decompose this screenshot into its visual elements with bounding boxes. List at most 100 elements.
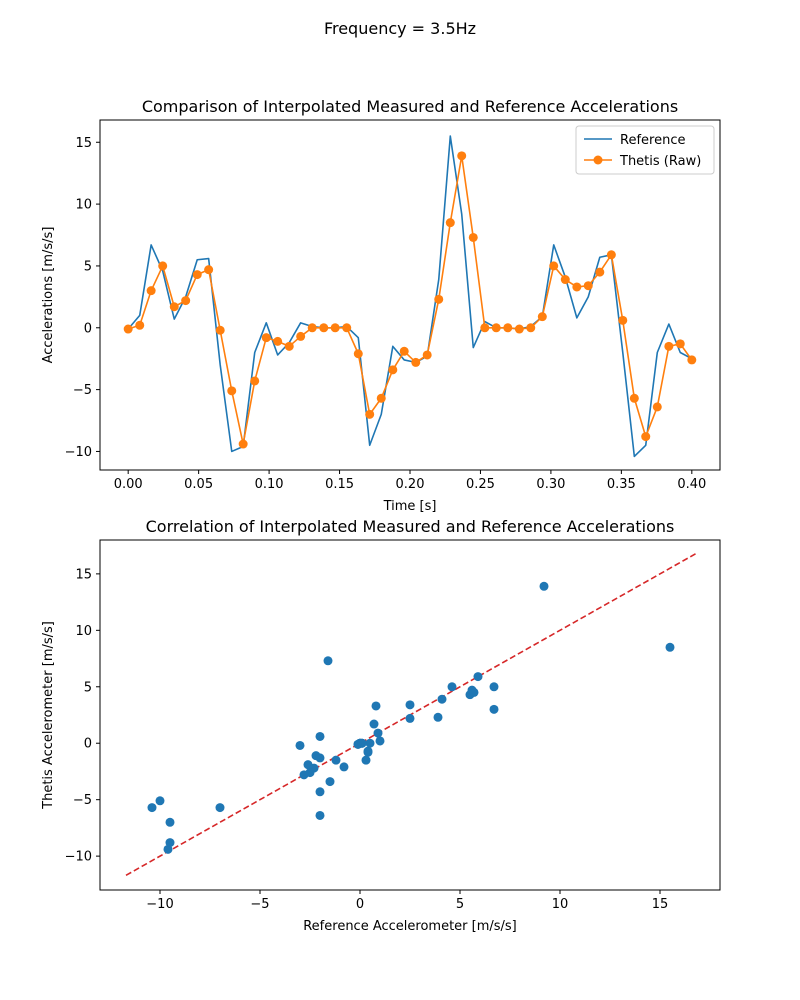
scatter-point [371, 701, 381, 711]
thetis-data-point [503, 323, 513, 333]
thetis-data-point [376, 393, 386, 403]
thetis-data-point [227, 386, 237, 396]
thetis-data-point [284, 341, 294, 351]
x-tick-label: 0.35 [607, 477, 636, 492]
y-tick-label: 10 [75, 624, 92, 639]
scatter-point [155, 796, 165, 806]
correlation-xlabel: Reference Accelerometer [m/s/s] [303, 919, 517, 934]
scatter-point [433, 712, 443, 722]
scatter-point [405, 700, 415, 710]
thetis-data-point [399, 346, 409, 356]
y-tick-label: 15 [75, 136, 92, 151]
scatter-point [447, 682, 457, 692]
x-tick-label: 5 [456, 897, 464, 912]
thetis-data-point [307, 323, 317, 333]
scatter-point [473, 672, 483, 682]
x-tick-label: 0.30 [536, 477, 565, 492]
scatter-point [339, 762, 349, 772]
scatter-point [315, 787, 325, 797]
reference-series-line [127, 135, 693, 458]
thetis-data-point [411, 357, 421, 367]
scatter-point [489, 682, 499, 692]
scatter-point [295, 740, 305, 750]
thetis-data-point [123, 324, 133, 334]
thetis-data-point [388, 365, 398, 375]
thetis-data-point [537, 312, 547, 322]
scatter-point [539, 581, 549, 591]
correlation-title: Correlation of Interpolated Measured and… [146, 517, 675, 536]
thetis-data-point [319, 323, 329, 333]
scatter-point [361, 755, 371, 765]
thetis-data-point [353, 349, 363, 359]
comparison-xlabel: Time [s] [383, 499, 437, 514]
y-tick-label: 0 [84, 321, 92, 336]
scatter-point [489, 704, 499, 714]
scatter-point [315, 731, 325, 741]
scatter-point [315, 810, 325, 820]
x-tick-label: −10 [146, 897, 173, 912]
thetis-data-point [215, 325, 225, 335]
thetis-data-point [514, 324, 524, 334]
scatter-point [331, 755, 341, 765]
x-tick-label: 0.20 [396, 477, 425, 492]
figure-suptitle: Frequency = 3.5Hz [324, 19, 476, 38]
comparison-plot: Comparison of Interpolated Measured and … [41, 97, 721, 514]
thetis-data-point [273, 336, 283, 346]
comparison-legend: Reference Thetis (Raw) [575, 125, 715, 175]
legend-thetis-label: Thetis (Raw) [619, 154, 701, 169]
scatter-point [363, 746, 373, 756]
comparison-title: Comparison of Interpolated Measured and … [142, 97, 678, 116]
thetis-data-point [652, 402, 662, 412]
thetis-data-point [491, 323, 501, 333]
y-tick-label: 5 [84, 680, 92, 695]
scatter-point [665, 642, 675, 652]
scatter-point [357, 738, 367, 748]
thetis-data-point [560, 275, 570, 285]
y-tick-label: 10 [75, 198, 92, 213]
thetis-data-point [457, 151, 467, 161]
thetis-data-point [181, 296, 191, 306]
thetis-data-point [675, 339, 685, 349]
thetis-data-point [480, 323, 490, 333]
scatter-point [375, 736, 385, 746]
scatter-point [147, 803, 157, 813]
thetis-data-point [365, 409, 375, 419]
x-tick-label: 15 [652, 897, 669, 912]
x-tick-label: 0.00 [114, 477, 143, 492]
scatter-point [325, 777, 335, 787]
scatter-point [305, 768, 315, 778]
scatter-point [315, 753, 325, 763]
x-tick-label: −5 [250, 897, 269, 912]
thetis-data-point [342, 323, 352, 333]
scatter-point [163, 844, 173, 854]
thetis-data-point [169, 302, 179, 312]
scatter-point [405, 713, 415, 723]
legend-box [575, 125, 715, 175]
thetis-data-point [468, 232, 478, 242]
y-tick-label: 0 [84, 737, 92, 752]
thetis-data-point [422, 350, 432, 360]
thetis-data-point [434, 294, 444, 304]
comparison-ylabel: Accelerations [m/s/s] [41, 227, 56, 364]
correlation-ylabel: Thetis Accelerometer [m/s/s] [41, 621, 56, 810]
thetis-data-point [572, 282, 582, 292]
thetis-data-point [641, 432, 651, 442]
thetis-data-point [549, 261, 559, 271]
thetis-data-point [135, 320, 145, 330]
thetis-data-point [687, 355, 697, 365]
thetis-data-point [526, 323, 536, 333]
scatter-point [373, 728, 383, 738]
thetis-data-point [445, 218, 455, 228]
comparison-axes-frame [99, 119, 721, 471]
scatter-point [369, 719, 379, 729]
correlation-plot: Correlation of Interpolated Measured and… [41, 517, 721, 934]
x-tick-label: 0.15 [325, 477, 354, 492]
correlation-points [125, 552, 697, 877]
y-tick-label: 15 [75, 567, 92, 582]
thetis-data-point [250, 376, 260, 386]
x-tick-label: 0.10 [255, 477, 284, 492]
x-tick-label: 0.40 [677, 477, 706, 492]
thetis-data-point [192, 270, 202, 280]
correlation-axes-frame [99, 539, 721, 891]
thetis-data-point [261, 333, 271, 343]
